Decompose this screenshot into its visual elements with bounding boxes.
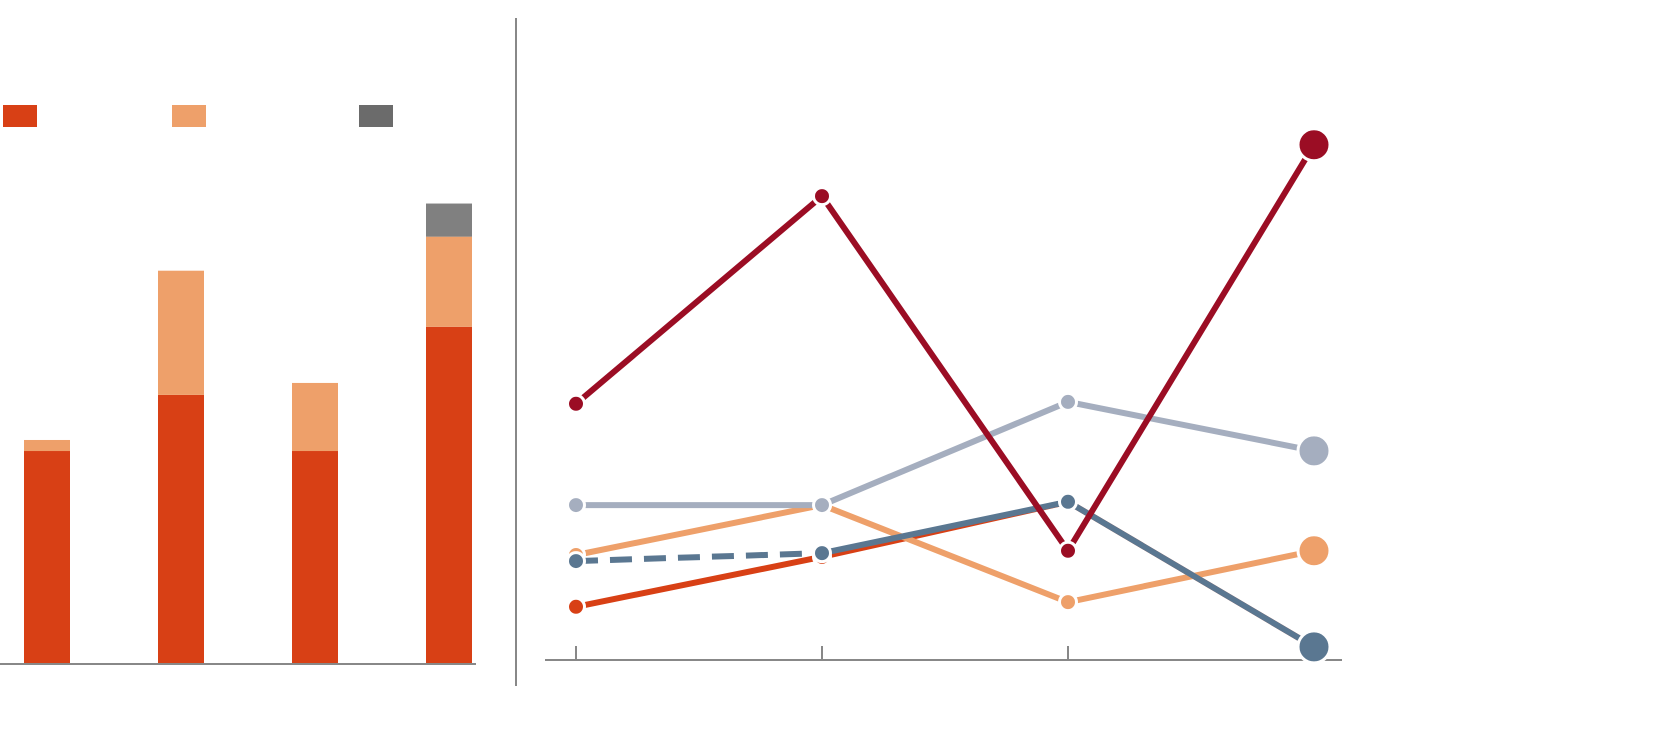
point-marker: [1296, 433, 1332, 469]
bar-segment: [158, 394, 204, 664]
bar-segment: [158, 270, 204, 395]
bar-segment: [292, 451, 338, 664]
point-marker: [1296, 533, 1332, 569]
dashed-segment: [575, 550, 823, 565]
point-marker: [1296, 127, 1332, 163]
point-marker: [1058, 491, 1078, 512]
point-marker: [812, 495, 832, 516]
series-line: [575, 501, 1315, 606]
series-line: [576, 398, 1315, 509]
point-marker: [812, 186, 832, 207]
point-marker: [566, 551, 586, 572]
bar-segment: [426, 326, 472, 664]
legend-swatch: [3, 105, 37, 127]
point-marker: [1058, 391, 1078, 412]
point-marker: [566, 596, 586, 617]
point-marker: [1296, 629, 1332, 665]
legend-swatch: [172, 105, 206, 127]
point-marker: [812, 543, 832, 564]
point-marker: [1058, 540, 1078, 561]
series-line: [821, 498, 1316, 650]
point-marker: [566, 393, 586, 414]
point-marker: [566, 495, 586, 516]
bar-segment: [426, 203, 472, 237]
legend-swatch: [359, 105, 393, 127]
point-marker: [1058, 592, 1078, 613]
series-line: [574, 143, 1317, 557]
bar-segment: [24, 439, 70, 452]
bar-segment: [292, 382, 338, 452]
bar-segment: [426, 236, 472, 327]
bar-segment: [24, 451, 70, 664]
